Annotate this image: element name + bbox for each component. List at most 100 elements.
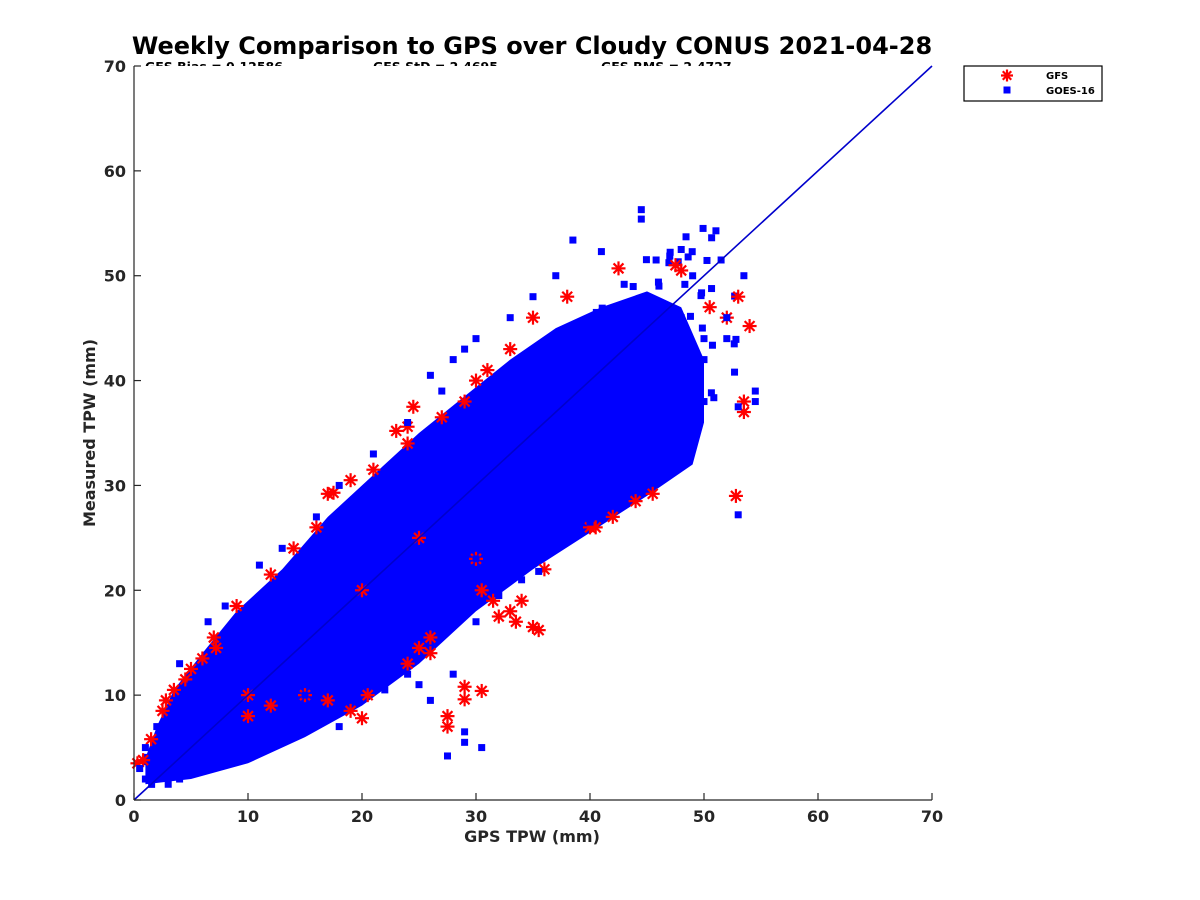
goes16-point bbox=[730, 340, 738, 348]
goes16-point bbox=[589, 387, 597, 395]
goes16-point bbox=[204, 618, 212, 626]
goes16-point bbox=[476, 464, 484, 472]
goes16-point bbox=[659, 381, 667, 389]
goes16-point bbox=[551, 463, 559, 471]
y-axis-ticks: 0 10 20 30 40 50 60 70 bbox=[104, 57, 141, 810]
goes16-point bbox=[658, 324, 666, 332]
gfs-point bbox=[674, 263, 689, 278]
goes16-point bbox=[381, 686, 389, 694]
goes16-point bbox=[290, 712, 298, 720]
goes16-point bbox=[449, 670, 457, 678]
goes16-point bbox=[318, 648, 326, 656]
goes16-point bbox=[262, 654, 270, 662]
goes16-point bbox=[571, 423, 579, 431]
y-tick-label: 60 bbox=[104, 162, 126, 181]
gfs-point bbox=[412, 640, 426, 655]
goes16-point bbox=[561, 461, 569, 469]
goes16-point bbox=[176, 702, 184, 710]
goes16-point bbox=[703, 256, 711, 264]
goes16-point bbox=[638, 386, 646, 394]
goes16-point bbox=[471, 498, 479, 506]
goes16-point bbox=[700, 356, 708, 364]
goes16-point bbox=[686, 375, 694, 383]
goes16-point bbox=[643, 319, 651, 327]
goes16-point bbox=[597, 248, 605, 256]
goes16-point bbox=[435, 575, 443, 583]
legend-goes16-label: GOES-16 bbox=[1046, 86, 1095, 97]
x-tick-label: 20 bbox=[351, 807, 373, 826]
y-tick-label: 50 bbox=[104, 267, 126, 286]
goes16-point bbox=[376, 611, 384, 619]
goes16-point bbox=[629, 375, 637, 383]
gfs-point bbox=[184, 661, 198, 676]
goes16-point bbox=[406, 591, 414, 599]
goes16-point bbox=[734, 403, 742, 411]
goes16-point bbox=[153, 723, 161, 731]
goes16-point bbox=[557, 386, 565, 394]
gfs-point bbox=[457, 692, 472, 707]
goes16-point bbox=[632, 471, 640, 479]
y-tick-label: 40 bbox=[104, 372, 126, 391]
legend-gfs-label: GFS bbox=[1046, 71, 1068, 82]
goes16-point bbox=[464, 516, 472, 524]
goes16-point bbox=[221, 602, 229, 610]
goes16-point bbox=[441, 495, 449, 503]
goes16-point bbox=[312, 639, 320, 647]
goes16-point bbox=[136, 765, 144, 773]
y-tick-label: 70 bbox=[104, 57, 126, 76]
goes16-point bbox=[664, 351, 672, 359]
goes16-point bbox=[505, 458, 513, 466]
gfs-point bbox=[605, 509, 620, 524]
goes16-point bbox=[461, 345, 469, 353]
goes16-point bbox=[642, 256, 650, 264]
goes16-point bbox=[598, 304, 606, 312]
goes16-point bbox=[426, 544, 434, 552]
goes16-point bbox=[751, 387, 759, 395]
goes16-point bbox=[707, 389, 715, 397]
goes16-point bbox=[347, 691, 355, 699]
goes16-point bbox=[459, 513, 467, 521]
x-tick-label: 60 bbox=[807, 807, 829, 826]
goes16-point bbox=[395, 583, 403, 591]
goes16-point bbox=[404, 419, 412, 427]
goes16-point bbox=[447, 561, 455, 569]
goes16-point bbox=[615, 446, 623, 454]
gfs-point bbox=[503, 604, 518, 619]
goes16-point bbox=[369, 450, 377, 458]
gfs-point bbox=[588, 520, 603, 535]
goes16-point bbox=[617, 432, 625, 440]
goes16-point bbox=[592, 308, 600, 316]
goes16-point bbox=[420, 531, 428, 539]
gfs-point bbox=[560, 289, 575, 304]
gfs-point bbox=[366, 462, 381, 477]
goes16-point bbox=[611, 347, 619, 355]
goes16-point bbox=[187, 740, 195, 748]
goes16-point bbox=[671, 419, 679, 427]
goes16-point bbox=[377, 629, 385, 637]
goes16-point bbox=[174, 771, 182, 779]
goes16-point bbox=[569, 236, 577, 244]
y-tick-label: 0 bbox=[115, 791, 126, 810]
gfs-point bbox=[309, 520, 324, 535]
x-axis-ticks: 0 10 20 30 40 50 60 70 bbox=[128, 793, 943, 826]
goes16-point bbox=[438, 387, 446, 395]
goes16-point bbox=[490, 438, 498, 446]
gfs-point bbox=[702, 300, 717, 315]
gfs-point bbox=[728, 488, 743, 503]
goes16-point bbox=[581, 404, 589, 412]
goes16-point bbox=[708, 285, 716, 293]
goes16-point bbox=[255, 733, 263, 741]
goes16-point bbox=[699, 224, 707, 232]
goes16-point bbox=[620, 280, 628, 288]
gfs-point bbox=[480, 363, 495, 378]
goes16-point bbox=[377, 617, 385, 625]
goes16-point bbox=[161, 774, 169, 782]
goes16-point bbox=[415, 607, 423, 615]
goes16-point bbox=[480, 536, 488, 544]
plot-area bbox=[130, 65, 933, 801]
goes16-point bbox=[192, 761, 200, 769]
goes16-point bbox=[552, 492, 560, 500]
goes16-point bbox=[558, 375, 566, 383]
goes16-point bbox=[391, 599, 399, 607]
goes16-point bbox=[329, 605, 337, 613]
